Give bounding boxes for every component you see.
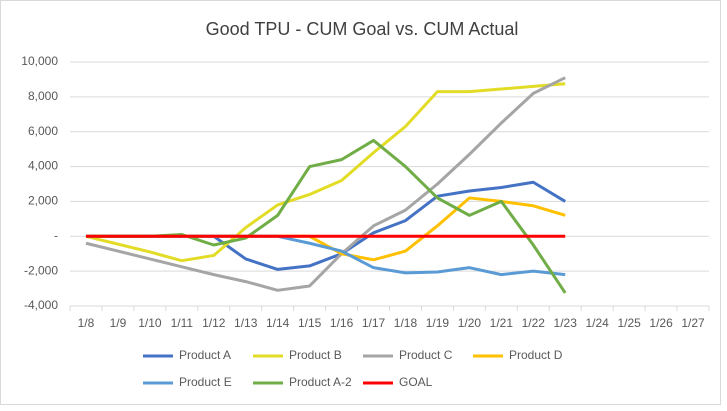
x-tick-label: 1/25: [617, 316, 641, 330]
x-tick-label: 1/19: [426, 316, 450, 330]
y-tick-label: -2,000: [24, 263, 58, 277]
legend-label: Product E: [179, 375, 232, 389]
y-tick-label: 2,000: [28, 194, 58, 208]
x-tick-label: 1/12: [202, 316, 226, 330]
y-tick-label: 10,000: [21, 54, 58, 68]
y-tick-label: -4,000: [24, 298, 58, 312]
chart-frame: [0, 0, 721, 405]
x-tick-label: 1/27: [681, 316, 705, 330]
legend-label: Product A: [179, 348, 231, 362]
x-tick-label: 1/24: [585, 316, 609, 330]
chart-title: Good TPU - CUM Goal vs. CUM Actual: [206, 19, 519, 39]
y-tick-label: -: [54, 228, 58, 242]
legend-label: GOAL: [399, 375, 433, 389]
x-tick-label: 1/16: [330, 316, 354, 330]
x-tick-label: 1/14: [266, 316, 290, 330]
x-tick-label: 1/18: [394, 316, 418, 330]
x-tick-label: 1/21: [490, 316, 514, 330]
legend-label: Product A-2: [289, 375, 352, 389]
legend-label: Product C: [399, 348, 453, 362]
x-tick-label: 1/13: [234, 316, 258, 330]
x-tick-label: 1/15: [298, 316, 322, 330]
series-line: [85, 82, 566, 263]
x-tick-label: 1/9: [110, 316, 127, 330]
series-line: [85, 76, 566, 292]
y-tick-label: 8,000: [28, 89, 58, 103]
x-tick-label: 1/10: [138, 316, 162, 330]
x-tick-label: 1/11: [171, 316, 194, 330]
x-tick-label: 1/20: [458, 316, 482, 330]
x-tick-label: 1/17: [362, 316, 386, 330]
legend-label: Product D: [509, 348, 563, 362]
x-tick-label: 1/22: [522, 316, 546, 330]
x-tick-label: 1/23: [554, 316, 578, 330]
x-tick-label: 1/8: [78, 316, 95, 330]
y-tick-label: 4,000: [28, 159, 58, 173]
legend-label: Product B: [289, 348, 342, 362]
y-tick-label: 6,000: [28, 124, 58, 138]
x-tick-label: 1/26: [649, 316, 673, 330]
